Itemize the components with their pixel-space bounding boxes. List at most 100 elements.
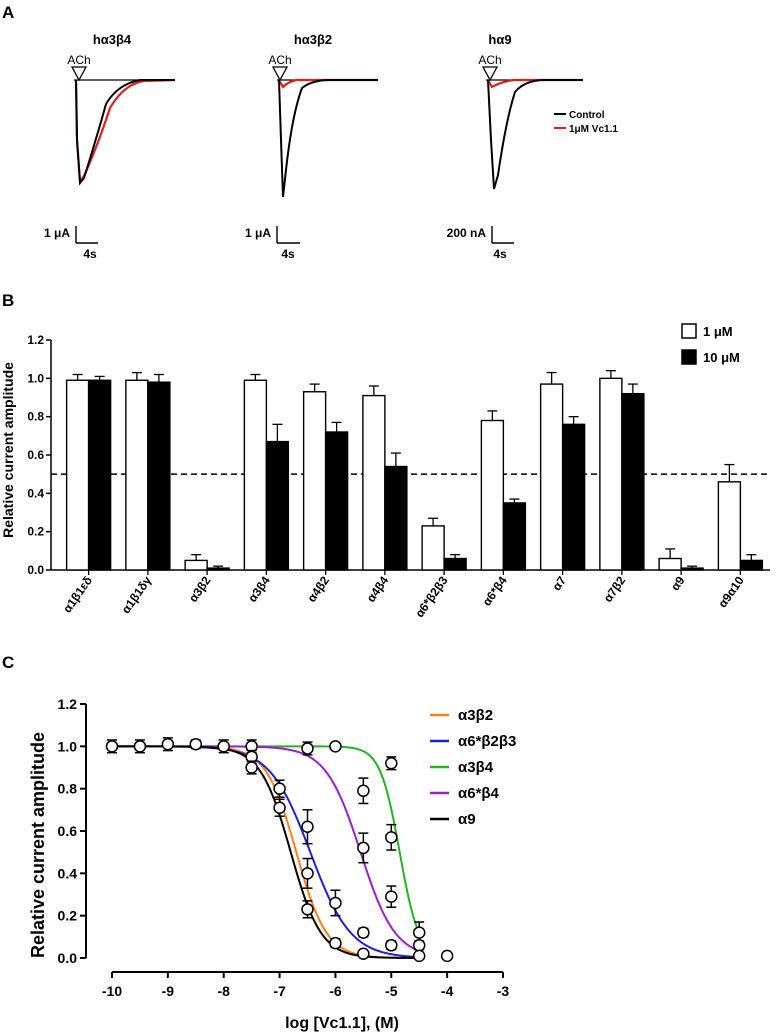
dr-data-point	[329, 896, 342, 910]
bar	[265, 440, 290, 571]
dr-data-point	[217, 740, 230, 753]
bar-category-label: α4β4	[364, 573, 392, 604]
dr-y-tick-label: 0.4	[58, 865, 78, 881]
dr-y-tick-label: 0.2	[58, 908, 78, 924]
trace-panel-a3b2: hα3β2 ACh 1 μA 4s	[245, 32, 378, 261]
panel-label-b: B	[2, 291, 14, 310]
panel-label-c: C	[2, 653, 14, 672]
bar-category-label: α3β2	[186, 573, 214, 604]
ach-arrow-icon	[70, 66, 88, 82]
bar-y-tick-label: 1.2	[27, 333, 44, 347]
dr-data-point	[412, 926, 426, 939]
dr-data-point	[385, 890, 398, 903]
bar-category-label: α4β2	[305, 573, 333, 604]
trace-title: hα3β2	[294, 32, 332, 47]
bar	[65, 379, 90, 571]
panel-label-a: A	[2, 3, 14, 22]
dr-fit-curve	[111, 745, 420, 959]
dr-data-point	[301, 742, 314, 755]
bar	[739, 559, 764, 571]
bar-y-tick-label: 0.2	[27, 525, 44, 539]
dr-x-tick-label: -5	[385, 983, 398, 999]
dr-data-point	[301, 867, 314, 880]
dr-x-tick-label: -8	[217, 983, 230, 999]
trace-panel-a9: hα9 ACh 200 nA 4s	[447, 32, 583, 261]
bar	[147, 381, 171, 571]
bar	[421, 525, 445, 571]
bar	[717, 481, 742, 571]
ach-label: ACh	[268, 53, 291, 67]
dr-y-tick-label: 0.6	[58, 823, 78, 839]
legend-control-label: Control	[569, 110, 605, 121]
trace-title: hα9	[488, 32, 511, 47]
vc11-trace	[487, 78, 583, 89]
dr-data-point	[357, 947, 370, 961]
dr-data-point	[301, 903, 314, 916]
dr-curves	[111, 745, 421, 959]
dr-ylabel: Relative current amplitude	[28, 732, 48, 958]
dr-data-point	[301, 820, 314, 834]
bar-category-label: α6*β4	[480, 573, 510, 608]
dr-fit-curve	[112, 745, 420, 959]
dr-data-point	[329, 936, 342, 950]
bar	[324, 431, 349, 571]
bar-y-axis: 0.0 0.2 0.4 0.6 0.8 1.0 1.2	[27, 333, 770, 577]
dr-legend-label: α6*β2β3	[458, 733, 516, 750]
bar-category-label: α1β1δγ	[119, 573, 155, 616]
bar	[680, 567, 704, 571]
ach-label: ACh	[67, 53, 90, 67]
bar-category-label: α9	[668, 573, 688, 593]
bar	[599, 377, 623, 571]
dr-data-point	[412, 939, 426, 952]
bar-y-tick-label: 1.0	[27, 371, 44, 385]
scale-x-label: 4s	[83, 247, 97, 261]
dr-fit-curve	[112, 745, 420, 952]
dr-legend-label: α3β2	[458, 707, 493, 724]
dr-data-point	[357, 784, 370, 798]
bar-category-label: α9α10	[715, 573, 747, 610]
dr-fit-curve	[112, 745, 421, 934]
dr-legend-label: α9	[458, 811, 476, 828]
dr-x-tick-label: -9	[162, 983, 175, 999]
dr-fit-curve	[111, 745, 420, 959]
scale-bar	[491, 226, 514, 244]
dr-data-point	[385, 757, 398, 770]
dr-x-tick-label: -6	[329, 983, 342, 999]
dr-y-tick-label: 0.8	[58, 781, 78, 797]
trace-title: hα3β4	[93, 32, 132, 47]
control-trace	[75, 79, 175, 186]
bar-category-label: α7β2	[601, 573, 629, 604]
dr-x-tick-label: -7	[273, 983, 286, 999]
dr-data-point	[273, 782, 286, 795]
bar-y-tick-label: 0.4	[27, 486, 44, 500]
bar	[539, 383, 564, 571]
dr-x-tick-label: -4	[441, 983, 454, 999]
legend-swatch-1um	[681, 323, 697, 339]
ach-label: ACh	[478, 53, 501, 67]
dr-data-point	[329, 740, 342, 753]
dr-data-point	[412, 949, 426, 963]
scale-x-label: 4s	[493, 247, 507, 261]
trace-panel-a3b4: hα3β4 ACh 1 μA 4s	[44, 32, 176, 261]
bar	[243, 379, 268, 571]
bar-category-label: α3β4	[245, 573, 273, 604]
dr-data-point	[105, 740, 119, 753]
bar-legend: 1 μM 10 μM	[681, 323, 740, 365]
bar-y-tick-label: 0.0	[27, 563, 44, 577]
bar-y-tick-label: 0.6	[27, 448, 44, 462]
bar	[384, 465, 408, 571]
dr-y-tick-label: 1.2	[58, 696, 78, 712]
scale-y-label: 1 μA	[44, 226, 70, 240]
bar	[480, 419, 505, 571]
ach-arrow-icon	[481, 66, 499, 82]
dr-axes: 0.0 0.2 0.4 0.6 0.8 1.0 1.2 -10 -9 -8 -7 -6 -5 -4 -3	[58, 696, 510, 999]
scale-y-label: 200 nA	[447, 226, 487, 240]
vc11-trace	[278, 78, 378, 89]
bar	[302, 391, 327, 571]
dr-data-point	[440, 949, 454, 963]
dr-y-tick-label: 0.0	[58, 950, 78, 966]
bar-category-label: α1β1εδ	[60, 574, 95, 616]
bar-x-tick-labels: α1β1εδ α1β1δγ α3β2 α3β4 α4β2 α4β4 α6*β2β3 α6*β4…	[60, 570, 747, 620]
bar	[621, 392, 645, 571]
